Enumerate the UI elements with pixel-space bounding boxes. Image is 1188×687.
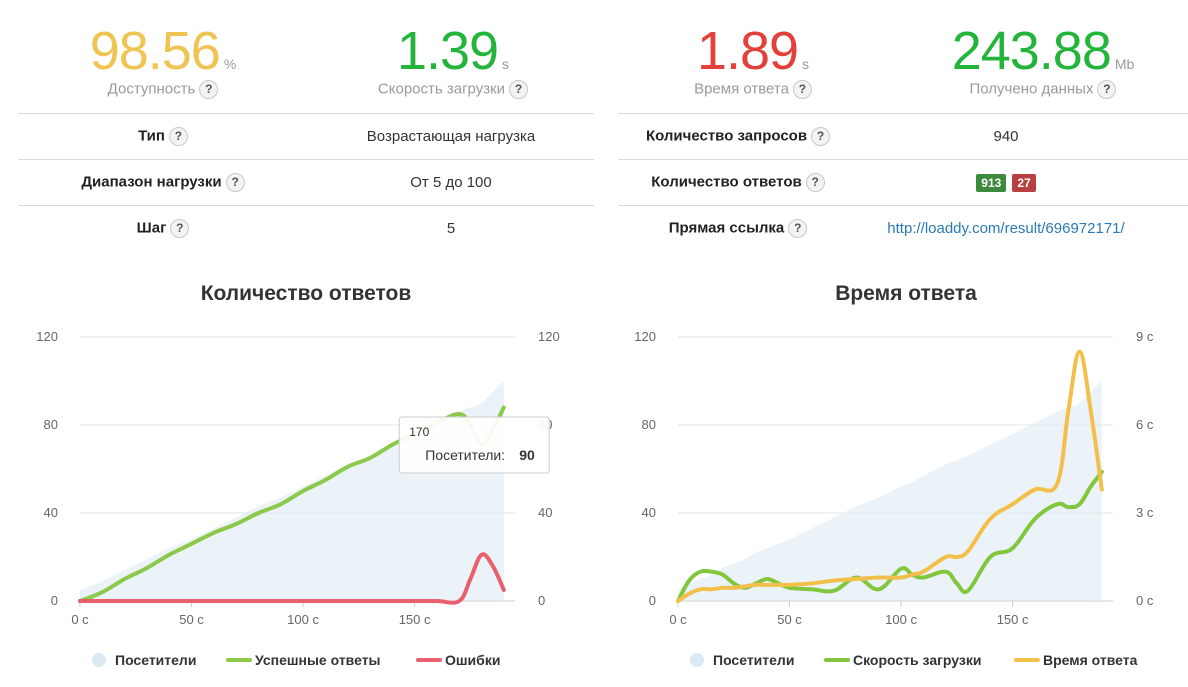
table-row: Шаг? 5 — [18, 205, 594, 252]
result-key-label: Количество ответов — [651, 173, 802, 191]
series-speed-line — [676, 469, 1104, 603]
param-key: Тип? — [18, 114, 308, 160]
x-tick-label: 50 с — [179, 612, 204, 627]
x-tick-label: 50 с — [777, 612, 802, 627]
table-row: Тип? Возрастающая нагрузка — [18, 113, 594, 160]
x-tick-label: 0 с — [71, 612, 89, 627]
y-tick-label: 80 — [44, 417, 58, 432]
help-icon[interactable]: ? — [792, 80, 812, 99]
param-value: 5 — [446, 220, 456, 237]
tooltip-box — [398, 416, 550, 474]
help-icon[interactable]: ? — [509, 80, 529, 99]
param-key: Диапазон нагрузки? — [18, 160, 308, 206]
response-time-chart: 0 40 80 120 0 с 3 с 6 с 9 с 0 с 50 с 100 с 150 с Пос… — [634, 329, 1154, 668]
result-key-label: Количество запросов — [645, 127, 808, 145]
help-icon[interactable]: ? — [168, 127, 188, 146]
chart-title: Количество ответов — [200, 282, 412, 305]
series-errors-line — [78, 552, 506, 605]
param-value: Возрастающая нагрузка — [366, 128, 536, 145]
y2-tick-label: 6 с — [1136, 417, 1154, 432]
stat-unit: s — [802, 56, 810, 72]
stat-value: 98.56 — [89, 21, 221, 81]
y2-tick-label: 9 с — [1136, 329, 1154, 344]
help-icon[interactable]: ? — [811, 127, 831, 146]
y-tick-label: 40 — [642, 505, 656, 520]
help-icon[interactable]: ? — [805, 173, 825, 192]
legend-success-label: Успешные ответы — [255, 652, 381, 668]
test-results-table: Количество запросов? 940 Количество отве… — [618, 113, 1188, 251]
chart-tooltip: 170 Посетители: 90 — [398, 416, 550, 474]
y2-tick-label: 3 с — [1136, 505, 1154, 520]
test-params-table: Тип? Возрастающая нагрузка Диапазон нагр… — [18, 113, 594, 251]
param-key-label: Тип — [138, 127, 165, 145]
legend-response-time-label: Время ответа — [1043, 652, 1138, 668]
result-link[interactable]: http://loaddy.com/result/696972171/ — [887, 220, 1125, 237]
stat-label: Время ответа — [694, 80, 789, 98]
stat-label: Получено данных — [969, 80, 1094, 98]
x-tick-label: 150 с — [399, 612, 431, 627]
result-value: 940 — [993, 128, 1019, 145]
table-row: Количество запросов? 940 — [618, 113, 1188, 160]
param-value: От 5 до 100 — [410, 174, 492, 191]
stat-unit: Mb — [1114, 56, 1135, 72]
stat-label: Скорость загрузки — [377, 80, 506, 98]
help-icon[interactable]: ? — [199, 80, 219, 99]
result-key-label: Прямая ссылка — [668, 219, 785, 237]
y-tick-label: 120 — [36, 329, 58, 344]
help-icon[interactable]: ? — [788, 219, 808, 238]
table-row: Диапазон нагрузки? От 5 до 100 — [18, 159, 594, 206]
legend-errors-label: Ошибки — [445, 652, 500, 668]
stat-unit: % — [223, 56, 237, 72]
stat-response-time: 1.89 s Время ответа? — [608, 22, 898, 99]
y2-tick-label: 40 — [538, 505, 552, 520]
x-tick-label: 100 с — [885, 612, 917, 627]
error-count-badge: 27 — [1012, 173, 1036, 192]
series-visitors-area — [678, 381, 1102, 601]
tooltip-value: 90 — [519, 447, 535, 463]
result-value: 913 27 — [858, 160, 1188, 206]
y2-tick-label: 0 с — [1136, 593, 1154, 608]
legend-visitors-label: Посетители — [115, 652, 196, 668]
y-tick-label: 0 — [649, 593, 656, 608]
result-key: Количество запросов? — [618, 114, 858, 160]
x-tick-label: 100 с — [287, 612, 319, 627]
x-tick-label: 150 с — [997, 612, 1029, 627]
y2-tick-label: 120 — [538, 329, 560, 344]
y2-tick-label: 0 — [538, 593, 545, 608]
param-key-label: Диапазон нагрузки — [81, 173, 222, 191]
chart-title: Время ответа — [835, 282, 977, 305]
help-icon[interactable]: ? — [1097, 80, 1117, 99]
legend-visitors-marker — [92, 653, 106, 667]
stat-unit: s — [502, 56, 510, 72]
stat-download-speed: 1.39 s Скорость загрузки? — [308, 22, 598, 99]
y-tick-label: 0 — [51, 593, 58, 608]
x-tick-label: 0 с — [669, 612, 687, 627]
tooltip-series-label: Посетители: — [425, 447, 505, 463]
stat-data-received: 243.88 Mb Получено данных? — [898, 22, 1188, 99]
help-icon[interactable]: ? — [170, 219, 190, 238]
stat-value: 1.89 — [696, 21, 799, 81]
result-key: Количество ответов? — [618, 160, 858, 206]
stat-value: 243.88 — [951, 21, 1112, 81]
legend-visitors-label: Посетители — [713, 652, 794, 668]
y-tick-label: 120 — [634, 329, 656, 344]
param-key-label: Шаг — [136, 219, 167, 237]
help-icon[interactable]: ? — [225, 173, 245, 192]
stat-label: Доступность — [107, 80, 196, 98]
table-row: Количество ответов? 913 27 — [618, 159, 1188, 206]
stat-availability: 98.56% Доступность? — [18, 22, 308, 99]
ok-count-badge: 913 — [976, 173, 1007, 192]
table-row: Прямая ссылка? http://loaddy.com/result/… — [618, 205, 1188, 252]
tooltip-x-label: 170 — [409, 425, 429, 439]
y-tick-label: 40 — [44, 505, 58, 520]
y-tick-label: 80 — [642, 417, 656, 432]
result-value: http://loaddy.com/result/696972171/ — [858, 206, 1188, 252]
param-key: Шаг? — [18, 206, 308, 252]
legend-visitors-marker — [690, 653, 704, 667]
series-response-time-line — [676, 349, 1104, 603]
legend-speed-label: Скорость загрузки — [853, 652, 981, 668]
result-key: Прямая ссылка? — [618, 206, 858, 252]
stat-value: 1.39 — [396, 21, 499, 81]
